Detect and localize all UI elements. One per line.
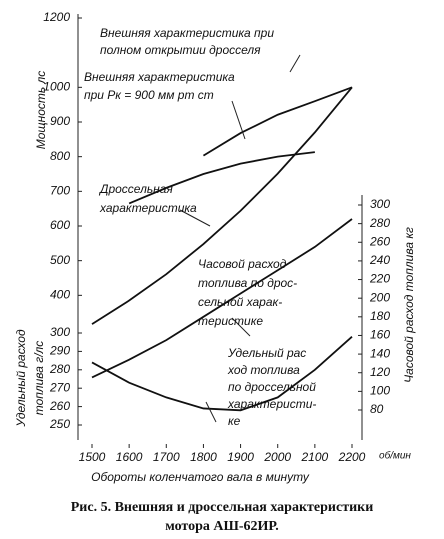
y3-axis-title: Удельный расход	[14, 329, 28, 428]
series-label: Внешняя характеристика при	[100, 26, 274, 40]
y-axis-title: Мощность лс	[34, 71, 48, 150]
series-line	[202, 86, 353, 157]
y-tick-label: 900	[50, 114, 70, 128]
y-tick-label: 280	[49, 362, 70, 376]
caption: Рис. 5. Внешняя и дроссельная характерис…	[71, 500, 374, 515]
leader-line	[179, 209, 211, 227]
y-tick-label: 270	[49, 380, 70, 394]
leader-line	[205, 401, 217, 423]
x-tick-label: 2100	[301, 450, 329, 464]
series-label: Удельный рас	[227, 346, 306, 360]
series-label: Дроссельная	[98, 182, 173, 196]
y-tick-label: 240	[369, 253, 390, 267]
y-tick-label: 200	[369, 290, 390, 304]
y-tick-label: 140	[370, 346, 390, 360]
series-line	[91, 218, 353, 379]
x-tick-label: 1800	[190, 450, 217, 464]
series-label: теристике	[198, 314, 263, 328]
y-tick-label: 400	[50, 288, 70, 302]
x-tick-label: 2200	[338, 450, 366, 464]
x-tick-label: 1600	[116, 450, 143, 464]
y-tick-label: 80	[370, 402, 384, 416]
y-tick-label: 280	[369, 216, 390, 230]
x-tick-label: 2000	[263, 450, 291, 464]
y-tick-label: 1200	[43, 10, 70, 24]
y-tick-label: 290	[49, 344, 70, 358]
y-tick-label: 260	[369, 234, 390, 248]
y-tick-label: 260	[49, 399, 70, 413]
leader-line	[231, 317, 251, 337]
series-label: Часовой расход	[198, 257, 287, 271]
series-label: характеристика	[99, 201, 197, 215]
x-axis-title: Обороты коленчатого вала в минуту	[91, 470, 310, 484]
series-line	[128, 151, 315, 205]
y-tick-label: 700	[50, 184, 70, 198]
y-tick-label: 500	[50, 253, 70, 267]
series-label: при Pк = 900 мм рт ст	[84, 88, 214, 102]
x-tick-label: 1700	[153, 450, 180, 464]
y3-axis-title: топлива г/лс	[32, 341, 46, 416]
x-tick-label: 1900	[227, 450, 254, 464]
series-label: сельной харак-	[198, 295, 282, 309]
series-label: полном открытии дросселя	[100, 43, 261, 57]
caption: мотора АШ-62ИР.	[165, 519, 278, 534]
y-tick-label: 220	[369, 272, 390, 286]
leader-line	[231, 100, 246, 140]
leader-line	[289, 54, 301, 73]
series-label: ход топлива	[227, 363, 300, 377]
y-tick-label: 600	[50, 218, 70, 232]
y-tick-label: 100	[370, 384, 390, 398]
x-tick-label: 1500	[79, 450, 106, 464]
series-line	[91, 336, 353, 412]
series-label: Внешняя характеристика	[84, 70, 235, 84]
series-label: топлива по дрос-	[198, 276, 297, 290]
y-tick-label: 1000	[43, 80, 70, 94]
series-line	[91, 86, 353, 325]
y-tick-label: 180	[370, 309, 390, 323]
y-tick-label: 300	[370, 197, 390, 211]
y-tick-label: 250	[49, 417, 70, 431]
x-unit: об/мин	[379, 450, 411, 462]
series-label: ке	[228, 414, 241, 428]
y-tick-label: 300	[50, 325, 70, 339]
y-tick-label: 160	[370, 328, 390, 342]
y-tick-label: 800	[50, 149, 70, 163]
series-label: по дроссельной	[228, 380, 316, 394]
y2-axis-title: Часовой расход топлива кг	[402, 227, 416, 383]
y-tick-label: 120	[370, 365, 390, 379]
series-label: характеристи-	[227, 397, 316, 411]
